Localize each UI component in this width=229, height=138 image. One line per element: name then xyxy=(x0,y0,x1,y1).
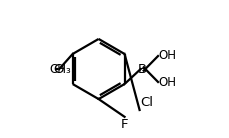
Text: B: B xyxy=(137,63,146,75)
Text: OH: OH xyxy=(158,49,176,62)
Text: OH: OH xyxy=(158,76,176,89)
Text: Cl: Cl xyxy=(140,96,153,109)
Text: F: F xyxy=(120,118,128,131)
Text: O: O xyxy=(54,63,64,75)
Text: CH₃: CH₃ xyxy=(49,63,71,75)
